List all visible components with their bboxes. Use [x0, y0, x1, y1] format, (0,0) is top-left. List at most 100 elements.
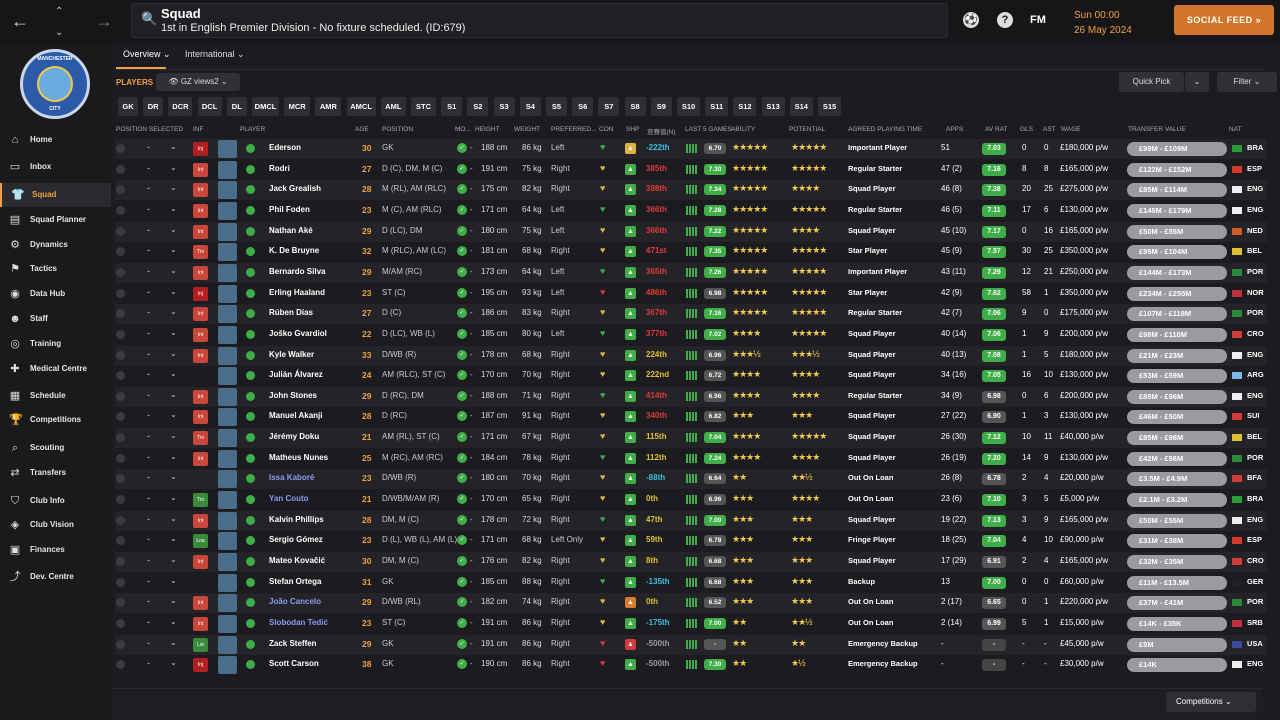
select-radio[interactable] [116, 577, 125, 587]
position-selected[interactable]: - [147, 389, 150, 400]
select-radio[interactable] [116, 309, 125, 319]
position-selected[interactable]: - [147, 555, 150, 565]
player-name[interactable]: Ederson [269, 143, 302, 152]
position-selected[interactable]: - [147, 596, 150, 607]
column-header-shp[interactable]: SHP [626, 126, 640, 133]
position-filter-mcr[interactable]: MCR [284, 97, 311, 116]
position-selected[interactable]: - [147, 245, 150, 256]
position-filter-dcr[interactable]: DCR [168, 97, 193, 116]
column-header-con[interactable]: CON [599, 126, 614, 133]
chevron-down-icon[interactable]: ⌄ [170, 245, 177, 255]
position-filter-stc[interactable]: STC [411, 97, 436, 116]
select-radio[interactable] [116, 618, 125, 628]
table-row[interactable]: - ⌄ Int Joško Gvardiol 22 D (LC), WB (L) ✓ -185… [115, 325, 1267, 345]
sidebar-item-tactics[interactable]: ⚑ Tactics [0, 257, 111, 281]
column-header-preferred[interactable]: PREFERRED... [551, 126, 597, 133]
table-row[interactable]: - ⌄ Lst Zack Steffen 29 GK ✓ -191 cm 86 kg Right ♥… [115, 634, 1267, 655]
player-name[interactable]: Stefan Ortega [269, 576, 322, 586]
chevron-down-icon[interactable]: ⌄ [170, 658, 177, 668]
position-selected[interactable]: - [147, 203, 150, 214]
position-filter-s2[interactable]: S2 [467, 97, 489, 116]
chevron-down-icon[interactable]: ⌄ [170, 575, 177, 585]
position-selected[interactable]: - [147, 658, 150, 669]
sidebar-item-home[interactable]: ⌂ Home [0, 128, 111, 152]
table-row[interactable]: - ⌄ Int Kalvin Phillips 28 DM, M (C) ✓ -178 cm 7… [115, 510, 1267, 531]
position-filter-aml[interactable]: AML [380, 97, 406, 116]
sidebar-item-staff[interactable]: ☻ Staff [0, 307, 111, 331]
title-box[interactable]: 🔍 Squad 1st in English Premier Division … [131, 3, 948, 38]
down-chevron-icon[interactable]: ⌄ [55, 27, 64, 38]
player-name[interactable]: João Cancelo [269, 597, 322, 607]
player-name[interactable]: Phil Foden [269, 204, 310, 214]
sidebar-item-inbox[interactable]: ▭ Inbox [0, 155, 111, 179]
game-date[interactable]: Sun 00:00 26 May 2024 [1074, 8, 1132, 38]
player-name[interactable]: Jérémy Doku [269, 432, 320, 442]
select-radio[interactable] [116, 474, 125, 484]
column-header-role[interactable]: AGREED PLAYING TIME [848, 126, 923, 133]
table-row[interactable]: - ⌄ Trv Jérémy Doku 21 AM (RL), ST (C) ✓ -171 c… [115, 428, 1267, 449]
sidebar-item-transfers[interactable]: ⇄ Transfers [0, 461, 111, 485]
player-name[interactable]: Sergio Gómez [269, 535, 323, 545]
position-filter-s4[interactable]: S4 [519, 97, 541, 116]
select-radio[interactable] [116, 515, 125, 525]
position-filter-s10[interactable]: S10 [677, 97, 700, 116]
sidebar-item-squad[interactable]: 👕 Squad [0, 183, 111, 207]
position-filter-s5[interactable]: S5 [546, 97, 567, 116]
position-filter-s11[interactable]: S11 [705, 97, 729, 116]
chevron-down-icon[interactable]: ⌄ [170, 327, 177, 337]
player-name[interactable]: Kyle Walker [269, 349, 315, 359]
position-selected[interactable]: - [147, 162, 150, 173]
fm-logo[interactable]: FM [1030, 14, 1046, 26]
select-radio[interactable] [116, 433, 125, 443]
player-name[interactable]: Mateo Kovačić [269, 556, 326, 565]
table-row[interactable]: - ⌄ Int João Cancelo 29 D/WB (RL) ✓ -182 cm 74 k… [115, 593, 1267, 614]
table-row[interactable]: - ⌄ Stefan Ortega 31 GK ✓ -185 cm 88 kg Right ♥ ▲ -… [115, 573, 1267, 593]
position-filter-amcl[interactable]: AMCL [346, 97, 376, 116]
position-selected[interactable]: - [147, 265, 150, 276]
column-header-ast[interactable]: AST [1043, 126, 1056, 133]
sidebar-item-dev-centre[interactable]: ⤴ Dev. Centre [0, 565, 111, 589]
position-filter-s1[interactable]: S1 [441, 97, 463, 116]
chevron-down-icon[interactable]: ⌄ [170, 616, 177, 626]
select-radio[interactable] [116, 536, 125, 546]
position-filter-amr[interactable]: AMR [315, 97, 342, 116]
column-header-ability[interactable]: ABILITY [731, 126, 756, 133]
select-radio[interactable] [116, 226, 125, 236]
position-filter-s6[interactable]: S6 [572, 97, 594, 116]
column-header-chg[interactable]: 竞赛值(N) [647, 129, 676, 136]
forward-arrow-icon[interactable]: → [95, 11, 113, 31]
chevron-down-icon[interactable]: ⌄ [170, 203, 177, 213]
table-row[interactable]: - ⌄ Int Rúben Dias 27 D (C) ✓ -186 cm 83 kg Right… [115, 304, 1267, 325]
player-name[interactable]: K. De Bruyne [269, 246, 320, 256]
chevron-down-icon[interactable]: ⌄ [170, 513, 177, 523]
chevron-down-icon[interactable]: ⌄ [170, 493, 177, 503]
quick-pick-button[interactable]: Quick Pick [1119, 72, 1184, 92]
sidebar-item-scouting[interactable]: ⌕ Scouting [0, 436, 111, 460]
sidebar-item-medical-centre[interactable]: ✚ Medical Centre [0, 357, 111, 381]
select-radio[interactable] [116, 371, 125, 381]
chevron-down-icon[interactable]: ⌄ [170, 431, 177, 441]
table-row[interactable]: - ⌄ Int Mateo Kovačić 30 DM, M (C) ✓ -176 cm 82 … [115, 552, 1267, 572]
chevron-down-icon[interactable]: ⌄ [170, 183, 177, 193]
player-name[interactable]: Zack Steffen [269, 638, 317, 648]
select-radio[interactable] [116, 391, 125, 401]
sidebar-item-data-hub[interactable]: ◉ Data Hub [0, 282, 111, 306]
position-filter-s7[interactable]: S7 [598, 97, 620, 116]
table-row[interactable]: - ⌄ Inj Ederson 30 GK ✓ -188 cm 86 kg Left ♥ ▲ -222t… [115, 139, 1267, 159]
position-selected[interactable]: - [147, 327, 150, 338]
chevron-down-icon[interactable]: ⌄ [170, 389, 177, 399]
position-filter-s8[interactable]: S8 [624, 97, 646, 116]
select-radio[interactable] [116, 598, 125, 608]
chevron-down-icon[interactable]: ⌄ [170, 162, 177, 172]
column-header-weight[interactable]: WEIGHT [514, 126, 540, 133]
select-radio[interactable] [116, 205, 125, 215]
select-radio[interactable] [116, 350, 125, 360]
position-selected[interactable]: - [147, 410, 150, 421]
position-selected[interactable]: - [147, 286, 150, 297]
table-row[interactable]: - ⌄ Int Slobodan Tedić 23 ST (C) ✓ -191 cm 86 kg… [115, 614, 1267, 634]
position-selected[interactable]: - [147, 575, 150, 586]
chevron-down-icon[interactable]: ⌄ [170, 555, 177, 564]
select-radio[interactable] [116, 412, 125, 422]
player-name[interactable]: Issa Kaboré [269, 473, 315, 483]
table-row[interactable]: - ⌄ Julián Álvarez 24 AM (RLC), ST (C) ✓ -170 … [115, 366, 1267, 386]
